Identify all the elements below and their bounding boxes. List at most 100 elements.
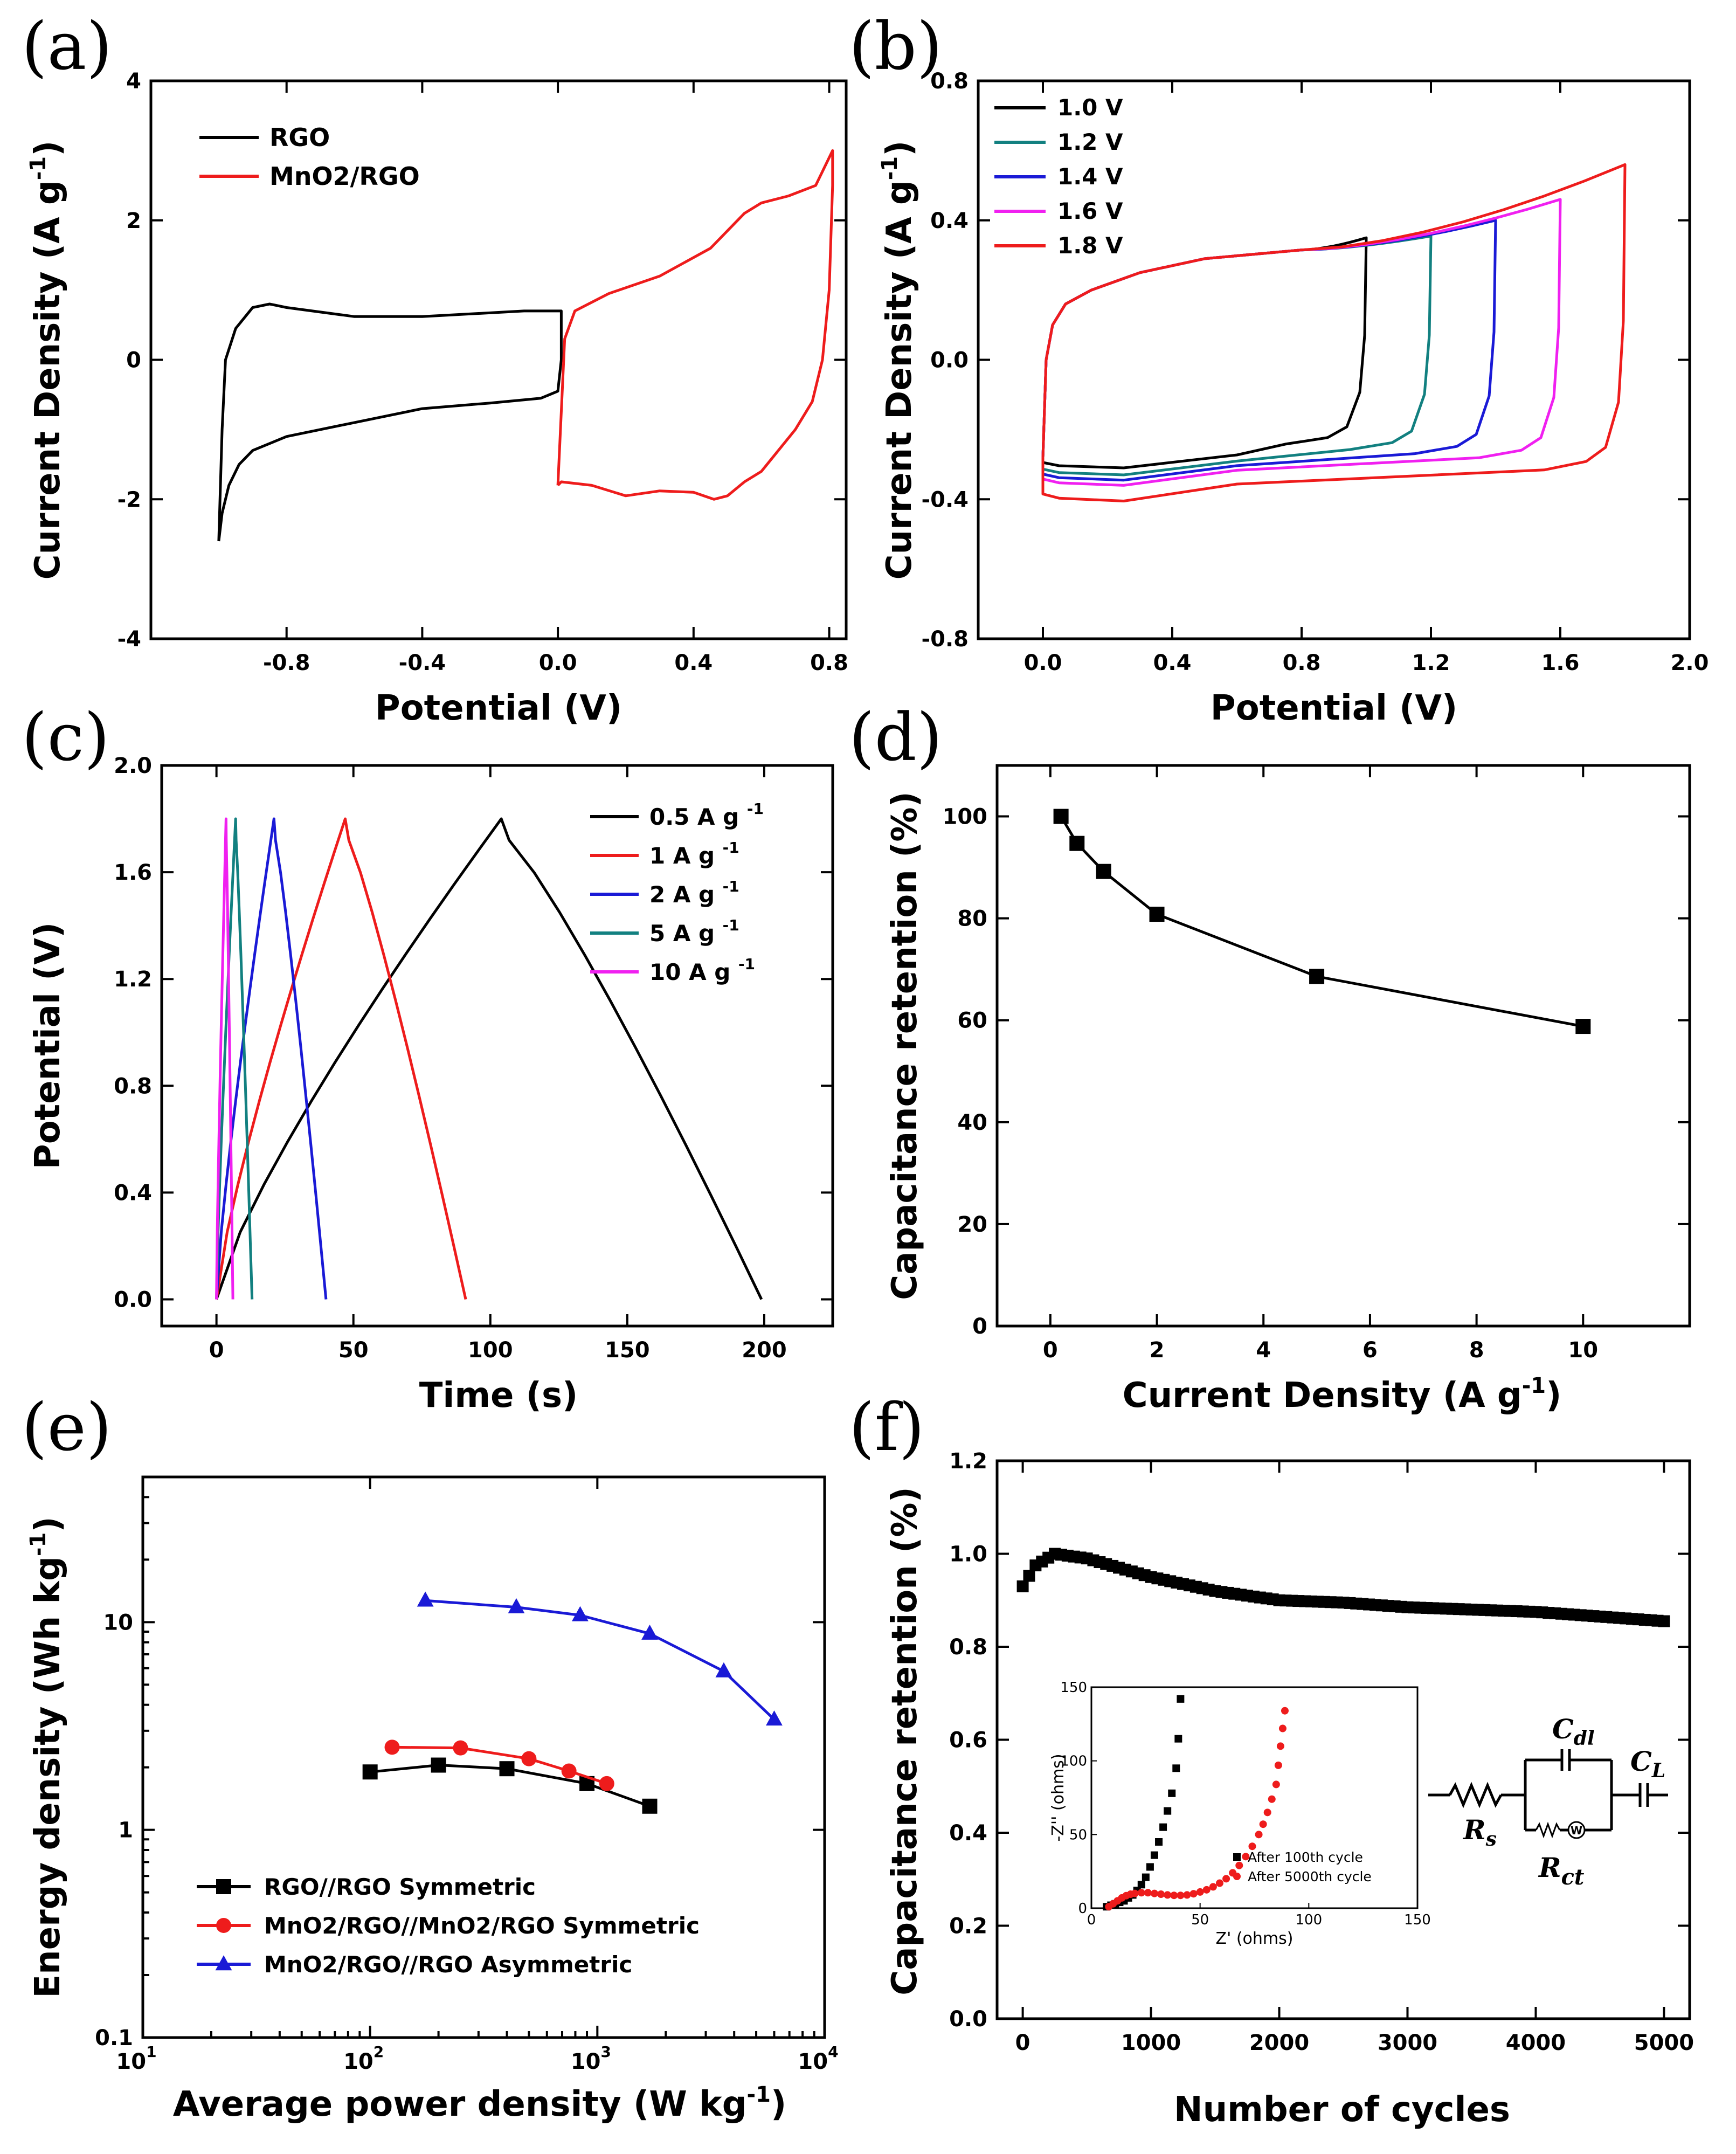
e-x-tick-label: 102: [343, 2043, 384, 2074]
c-series-line-3: [215, 817, 254, 1300]
f-x-axis-label: Number of cycles: [1174, 2090, 1510, 2130]
f-inset-data-point-1: [1137, 1889, 1145, 1897]
d-y-tick-label: 60: [957, 1009, 987, 1033]
f-inset-data-point-0: [1137, 1881, 1145, 1889]
panel-f-chart: 0 1000 2000 3000 4000 50000.00.20.40.60.81.01…: [885, 1449, 1694, 2130]
f-y-tick-label: 0.2: [949, 1914, 987, 1939]
f-equivalent-circuit: [1428, 1749, 1668, 1839]
b-y-tick-label: -0.4: [922, 487, 969, 512]
e-data-point-2: [766, 1710, 783, 1726]
c-y-tick-label: 0.8: [114, 1074, 152, 1099]
b-y-tick-label: -0.8: [922, 627, 969, 652]
b-x-tick-label: 0.0: [1024, 651, 1062, 675]
a-y-axis-label-part: ): [28, 141, 68, 156]
d-y-axis-label: Capacitance retention (%): [885, 791, 925, 1300]
d-y-tick-label: 20: [957, 1212, 987, 1237]
e-x-axis-label-part: ): [771, 2084, 786, 2124]
f-inset-data-point-1: [1209, 1883, 1217, 1891]
c-legend-sup-4: -1: [738, 955, 755, 973]
f-inset-data-point-1: [1278, 1724, 1287, 1732]
a-y-tick-label: -2: [117, 487, 141, 512]
f-inset-legend-marker-0: [1233, 1853, 1241, 1861]
b-y-axis-label-part: -1: [877, 156, 902, 180]
f-inset-data-point-1: [1272, 1780, 1280, 1789]
c-legend-sup-0: -1: [747, 800, 764, 818]
f-inset-data-point-0: [1150, 1851, 1158, 1859]
d-x-tick-label: 0: [1043, 1338, 1058, 1363]
f-x-tick-label: 2000: [1249, 2031, 1309, 2055]
e-data-point-1: [561, 1763, 577, 1779]
c-legend-sup-2: -1: [723, 878, 739, 895]
e-plot-frame: [141, 1475, 826, 2039]
b-series-line-0: [1041, 236, 1368, 470]
f-inset-data-point-0: [1146, 1863, 1154, 1871]
c-y-tick-label: 0.4: [114, 1180, 152, 1205]
d-series-line: [1060, 816, 1583, 1028]
f-circuit-label-cl: CL: [1630, 1745, 1665, 1782]
f-circuit-resistor-rct: [1535, 1821, 1561, 1839]
f-inset-data-point-1: [1164, 1891, 1172, 1899]
f-inset-data-point-1: [1183, 1891, 1191, 1899]
panel-label-e: (e): [22, 1389, 112, 1466]
a-legend-label-0: RGO: [269, 123, 330, 152]
f-inset-data-point-1: [1259, 1820, 1267, 1828]
b-y-tick-label: 0.8: [930, 69, 969, 94]
a-x-tick-label: -0.8: [263, 651, 310, 675]
f-inset-data-point-1: [1268, 1795, 1276, 1803]
f-x-axis-label-part: Number of cycles: [1174, 2090, 1510, 2130]
f-y-axis-label: Capacitance retention (%): [885, 1487, 925, 1996]
b-y-tick-label: 0.4: [930, 209, 969, 233]
b-y-axis-label-part: Current Density (A g: [880, 180, 919, 579]
d-data-point-4: [1309, 969, 1325, 984]
c-y-tick-label: 1.2: [114, 967, 152, 992]
c-x-tick-label: 0: [209, 1338, 224, 1363]
e-data-point-2: [641, 1624, 658, 1640]
b-legend-label-4: 1.8 V: [1057, 232, 1123, 259]
c-x-axis-label-part: Time (s): [419, 1376, 578, 1416]
e-x-axis-label-part: -1: [747, 2082, 771, 2107]
f-x-tick-label: 0: [1015, 2031, 1030, 2055]
b-y-axis-label: Current Density (A g-1): [877, 141, 919, 580]
c-legend-label-3: 5 A g -1: [649, 916, 739, 947]
c-series-line-2: [215, 817, 328, 1300]
a-series-line-0: [217, 302, 563, 542]
c-x-tick-label: 150: [605, 1338, 650, 1363]
f-inset-data-point-0: [1174, 1735, 1182, 1743]
a-x-tick-label: 0.8: [810, 651, 848, 675]
f-inset-data-point-1: [1242, 1853, 1250, 1861]
c-legend-label-1: 1 A g -1: [649, 839, 739, 869]
e-data-point-0: [499, 1761, 515, 1777]
e-data-point-2: [715, 1662, 732, 1677]
f-circuit-label-rct: Rct: [1538, 1852, 1585, 1890]
d-data-point-2: [1096, 864, 1111, 879]
f-circuit-label-rs-sub: s: [1485, 1828, 1497, 1851]
a-x-tick-label: 0.0: [539, 651, 577, 675]
f-inset-data-point-1: [1248, 1842, 1256, 1851]
e-data-point-0: [431, 1757, 446, 1773]
f-circuit-label-rs: Rs: [1462, 1814, 1497, 1851]
c-legend-label-2: 2 A g -1: [649, 878, 739, 908]
c-y-tick-label: 0.0: [114, 1287, 152, 1312]
a-y-tick-label: 2: [126, 209, 141, 233]
a-y-axis-label-part: -1: [26, 156, 51, 180]
a-x-axis-label-part: Potential (V): [375, 688, 622, 728]
f-inset-x-tick-label: 50: [1191, 1912, 1209, 1928]
f-inset-data-point-0: [1164, 1807, 1172, 1815]
e-x-tick-exp: 3: [600, 2043, 611, 2061]
f-inset-data-point-1: [1281, 1707, 1289, 1715]
a-x-axis-label: Potential (V): [375, 688, 622, 728]
e-y-tick-label: 1: [118, 1818, 133, 1843]
d-data-point-0: [1053, 809, 1069, 824]
d-data-point-3: [1149, 907, 1165, 922]
e-x-tick-label: 103: [571, 2043, 611, 2074]
f-inset-data-point-1: [1274, 1761, 1282, 1769]
f-inset-legend-marker-1: [1233, 1873, 1241, 1880]
f-inset-x-tick-label: 0: [1087, 1912, 1096, 1928]
panel-label-a: (a): [22, 8, 112, 85]
f-inset-x-axis-label: Z' (ohms): [1216, 1929, 1294, 1948]
f-circuit-label-cl-sub: L: [1651, 1759, 1665, 1782]
f-data-point: [1016, 1580, 1029, 1592]
f-inset-data-point-1: [1276, 1742, 1284, 1750]
